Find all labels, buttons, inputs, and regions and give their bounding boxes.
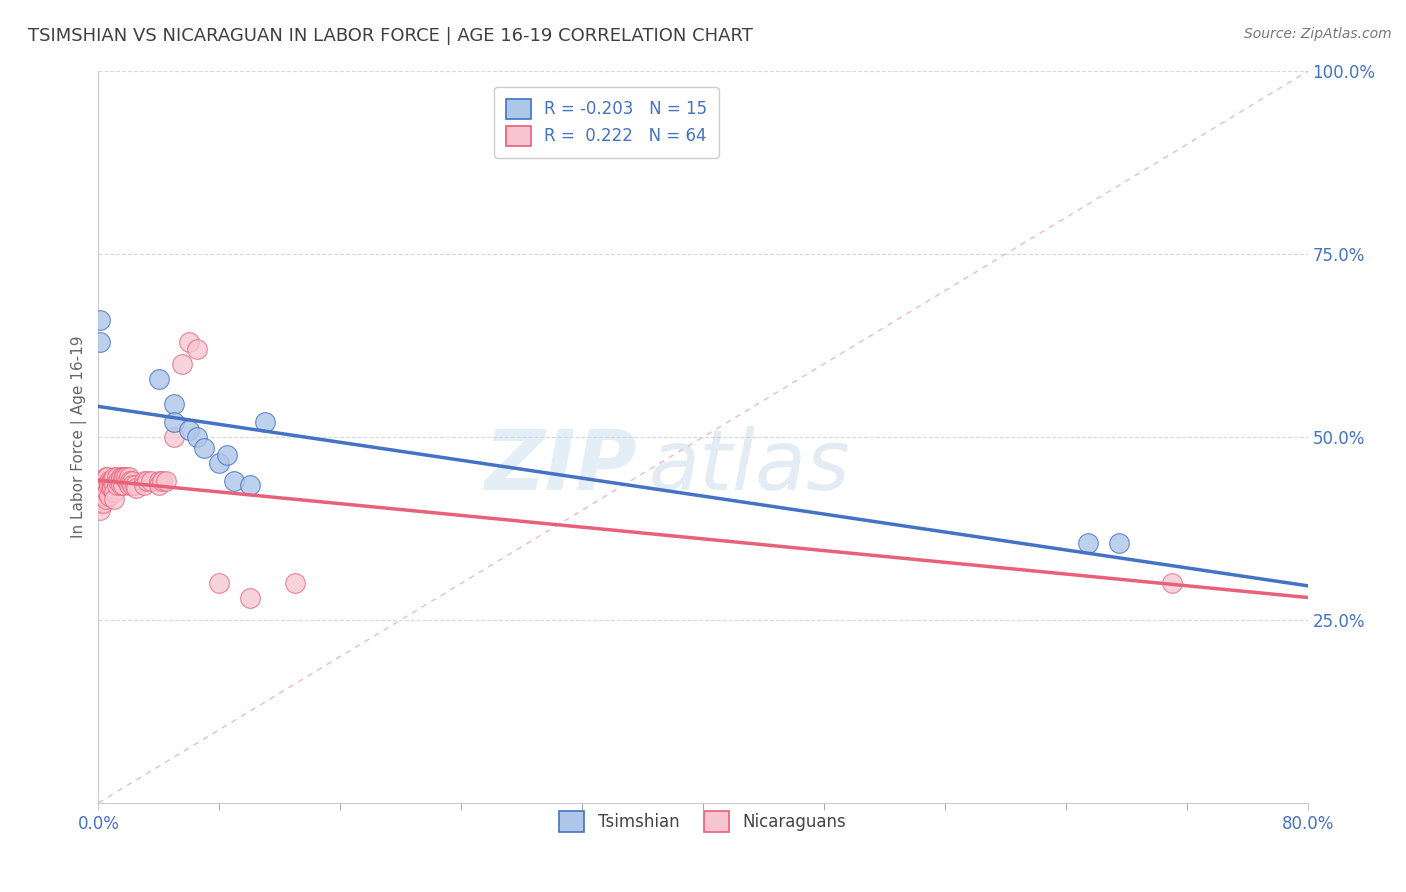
Point [193,441,215,455]
Point [91,496,114,510]
Point [132,474,155,488]
Y-axis label: In Labor Force | Age 16-19: In Labor Force | Age 16-19 [72,335,87,539]
Point [100,474,122,488]
Point [103,492,125,507]
Point [110,470,132,484]
Point [103,477,125,491]
Point [170,357,193,371]
Point [1108,536,1130,550]
Point [186,343,208,357]
Point [105,477,128,491]
Point [90,481,112,495]
Point [108,474,131,488]
Point [1077,536,1099,550]
Text: atlas: atlas [648,425,851,507]
Point [89,313,111,327]
Point [141,474,163,488]
Point [179,334,201,349]
Point [103,485,125,500]
Point [111,477,134,491]
Point [105,470,128,484]
Point [89,481,111,495]
Point [98,489,121,503]
Text: TSIMSHIAN VS NICARAGUAN IN LABOR FORCE | AGE 16-19 CORRELATION CHART: TSIMSHIAN VS NICARAGUAN IN LABOR FORCE |… [28,27,754,45]
Point [101,481,124,495]
Point [115,474,138,488]
Point [135,474,157,488]
Point [110,477,132,491]
Point [103,470,125,484]
Point [96,470,118,484]
Point [163,416,186,430]
Point [96,477,118,491]
Point [186,430,208,444]
Point [100,481,122,495]
Point [90,489,112,503]
Point [155,474,177,488]
Point [98,474,121,488]
Point [94,470,117,484]
Point [93,489,115,503]
Point [111,470,134,484]
Point [94,492,117,507]
Point [208,456,231,470]
Point [90,474,112,488]
Point [101,474,124,488]
Point [91,474,114,488]
Point [118,477,141,491]
Point [93,474,115,488]
Point [132,477,155,491]
Point [118,470,141,484]
Point [148,371,170,385]
Point [93,481,115,495]
Point [114,470,136,484]
Point [89,503,111,517]
Point [94,481,117,495]
Point [163,397,186,411]
Point [112,470,135,484]
Point [89,489,111,503]
Point [121,474,143,488]
Point [224,474,246,488]
Text: Source: ZipAtlas.com: Source: ZipAtlas.com [1244,27,1392,41]
Point [253,416,276,430]
Point [148,474,170,488]
Point [91,481,114,495]
Point [107,474,129,488]
Point [96,485,118,500]
Text: ZIP: ZIP [484,425,637,507]
Point [98,477,121,491]
Point [121,477,143,491]
Point [124,477,146,491]
Point [125,481,148,495]
Point [1160,576,1182,591]
Point [89,496,111,510]
Point [163,430,186,444]
Legend: Tsimshian, Nicaraguans: Tsimshian, Nicaraguans [553,805,853,838]
Point [208,576,231,591]
Point [120,474,142,488]
Point [148,477,170,491]
Point [179,423,201,437]
Point [215,448,238,462]
Point [150,474,173,488]
Point [239,591,262,605]
Point [239,477,262,491]
Point [284,576,307,591]
Point [89,334,111,349]
